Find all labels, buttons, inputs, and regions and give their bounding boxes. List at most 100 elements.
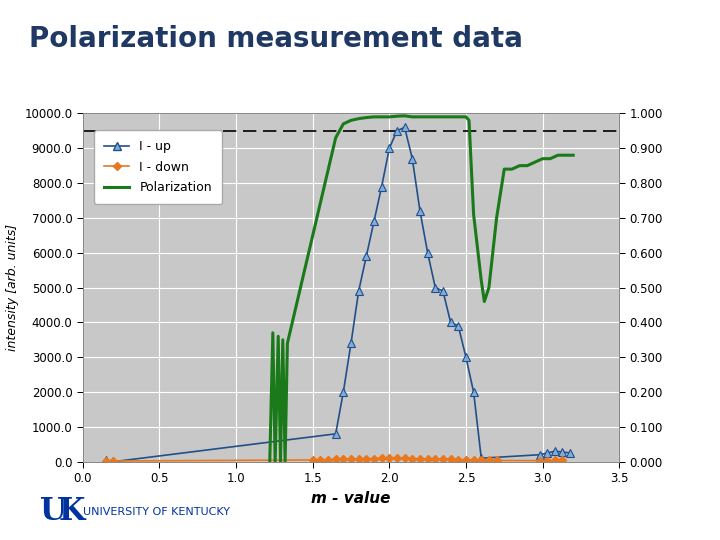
Polarization [546,156,554,162]
I - down [392,455,401,462]
Polarization [415,113,424,120]
I - down [102,457,110,464]
I - down [308,457,317,463]
I - down [446,456,455,463]
Line: Polarization: Polarization [270,116,573,462]
Polarization [462,113,470,120]
Polarization [274,333,282,340]
I - down [324,456,333,463]
I - down [462,456,470,463]
Polarization [281,458,289,465]
Polarization [438,113,447,120]
I - down [377,455,386,462]
I - up [362,253,371,259]
Polarization [276,458,285,465]
I - down [408,455,417,462]
Polarization [377,113,386,120]
I - down [558,457,567,464]
I - down [362,456,371,462]
I - up [415,208,424,214]
Polarization [480,298,489,305]
I - up [446,319,455,326]
Polarization [400,113,409,119]
I - up [377,183,386,190]
Polarization [339,120,348,127]
I - down [431,456,440,462]
I - down [385,455,394,462]
Text: UNIVERSITY OF KENTUCKY: UNIVERSITY OF KENTUCKY [83,507,230,517]
I - up [535,451,544,458]
I - down [347,456,356,462]
Legend: I - up, I - down, Polarization: I - up, I - down, Polarization [94,130,222,204]
Polarization [369,113,378,120]
I - down [535,457,544,464]
I - up [462,354,470,361]
Polarization [562,152,570,158]
Polarization [523,163,531,169]
Polarization [408,113,417,120]
Polarization [492,214,501,221]
I - down [492,457,501,464]
I - up [331,430,340,437]
I - up [392,127,401,134]
Polarization [554,152,562,158]
Line: I - up: I - up [102,123,575,466]
I - up [438,288,447,294]
Line: I - down: I - down [103,455,565,464]
Text: Polarization measurement data: Polarization measurement data [29,25,523,53]
I - down [400,455,409,462]
I - up [369,218,378,225]
I - up [400,124,409,131]
Polarization [347,117,356,124]
I - down [316,456,325,463]
I - down [454,456,463,463]
Text: U: U [40,496,66,528]
X-axis label: m - value: m - value [311,491,391,505]
Polarization [266,458,274,465]
I - up [102,457,110,463]
I - down [551,457,559,464]
I - down [339,456,348,462]
Polarization [516,163,524,169]
Polarization [354,116,363,122]
Polarization [271,458,279,465]
I - up [339,389,348,395]
I - down [369,455,378,462]
Polarization [485,284,493,291]
I - up [423,249,432,256]
I - down [109,458,118,464]
I - up [551,448,559,455]
Polarization [508,166,516,172]
I - up [454,322,463,329]
I - down [485,457,493,463]
Polarization [500,166,508,172]
Polarization [331,134,340,141]
Polarization [431,113,440,120]
Text: K: K [59,496,86,528]
Polarization [362,114,371,121]
I - down [477,457,485,463]
Polarization [464,117,473,124]
Polarization [446,113,455,120]
Polarization [279,336,287,343]
I - up [558,449,567,455]
Polarization [283,340,292,347]
Y-axis label: intensity [arb. units]: intensity [arb. units] [6,224,19,351]
I - up [543,450,552,456]
I - up [566,450,575,456]
I - up [354,288,363,294]
I - down [331,456,340,463]
I - down [354,456,363,462]
I - down [415,456,424,462]
I - down [423,456,432,462]
I - up [385,145,394,151]
Polarization [531,159,539,165]
I - down [543,457,552,464]
I - up [477,455,485,462]
Polarization [385,113,394,120]
Polarization [569,152,577,158]
I - up [431,284,440,291]
Polarization [477,278,485,284]
I - up [109,458,118,465]
Polarization [539,156,547,162]
